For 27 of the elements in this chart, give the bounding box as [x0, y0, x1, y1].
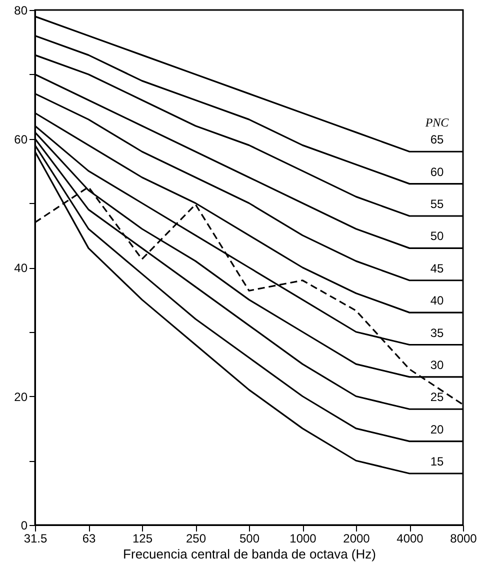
- y-tick-label: 80: [14, 4, 28, 18]
- y-tick-label: 40: [14, 261, 28, 275]
- legend-title: PNC: [424, 116, 450, 130]
- series-label: 45: [430, 261, 444, 276]
- y-tick-label: 20: [14, 390, 28, 404]
- x-tick-label: 125: [132, 532, 153, 546]
- x-tick-label: 2000: [343, 532, 370, 546]
- series-label: 25: [430, 390, 444, 404]
- series-label: 55: [430, 197, 444, 211]
- series-label: 65: [430, 132, 444, 147]
- x-tick-label: 63: [82, 532, 96, 546]
- x-tick-label: 500: [239, 532, 260, 546]
- series-label: 50: [430, 229, 444, 244]
- series-label: 15: [430, 454, 444, 468]
- series-label: 20: [430, 422, 444, 436]
- x-tick-label: 1000: [290, 532, 317, 546]
- series-label: 60: [430, 164, 444, 179]
- x-tick-label: 4000: [396, 532, 424, 546]
- x-tick-label: 8000: [450, 532, 478, 546]
- y-tick-label: 60: [14, 132, 28, 146]
- x-tick-label: 31.5: [24, 532, 48, 546]
- series-label: 40: [430, 294, 444, 308]
- x-axis-title: Frecuencia central de banda de octava (Hz): [123, 546, 376, 562]
- series-label: 35: [430, 326, 444, 340]
- x-tick-label: 250: [186, 532, 206, 546]
- y-tick-label: 0: [20, 518, 28, 532]
- series-label: 30: [430, 358, 444, 372]
